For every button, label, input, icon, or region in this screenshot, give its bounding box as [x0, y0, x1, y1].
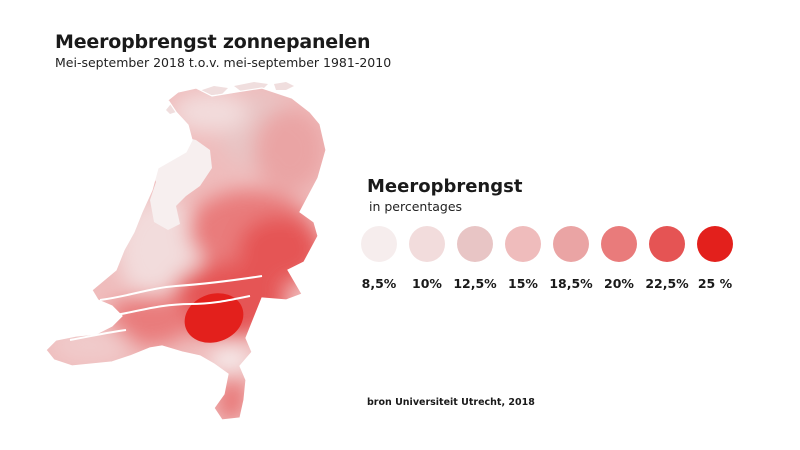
- page-title: Meeropbrengst zonnepanelen: [55, 31, 371, 53]
- legend-label: 22,5%: [645, 276, 689, 291]
- legend-swatch: [601, 226, 637, 262]
- legend-swatch: [409, 226, 445, 262]
- legend-title: Meeropbrengst: [367, 176, 523, 197]
- netherlands-map: [45, 82, 327, 421]
- legend-label: 20%: [604, 276, 634, 291]
- source-note: bron Universiteit Utrecht, 2018: [367, 397, 535, 408]
- legend-swatch: [457, 226, 493, 262]
- legend-swatch: [361, 226, 397, 262]
- legend-label: 18,5%: [549, 276, 593, 291]
- legend-label: 12,5%: [453, 276, 497, 291]
- legend-label: 15%: [508, 276, 538, 291]
- legend-label: 25 %: [697, 276, 733, 291]
- legend-subtitle: in percentages: [369, 199, 463, 214]
- legend-label: 10%: [412, 276, 442, 291]
- page-subtitle: Mei-september 2018 t.o.v. mei-september …: [55, 55, 392, 70]
- map-heat-fill: [46, 88, 326, 420]
- legend-swatch: [505, 226, 541, 262]
- legend-swatch: [697, 226, 733, 262]
- legend-labels: 8,5% 10% 12,5% 15% 18,5% 20% 22,5% 25 %: [361, 276, 751, 294]
- legend-swatches: [361, 226, 737, 262]
- legend-swatch: [553, 226, 589, 262]
- netherlands-outline: [45, 87, 327, 421]
- rivers: [69, 275, 263, 341]
- legend-label: 8,5%: [361, 276, 397, 291]
- legend-swatch: [649, 226, 685, 262]
